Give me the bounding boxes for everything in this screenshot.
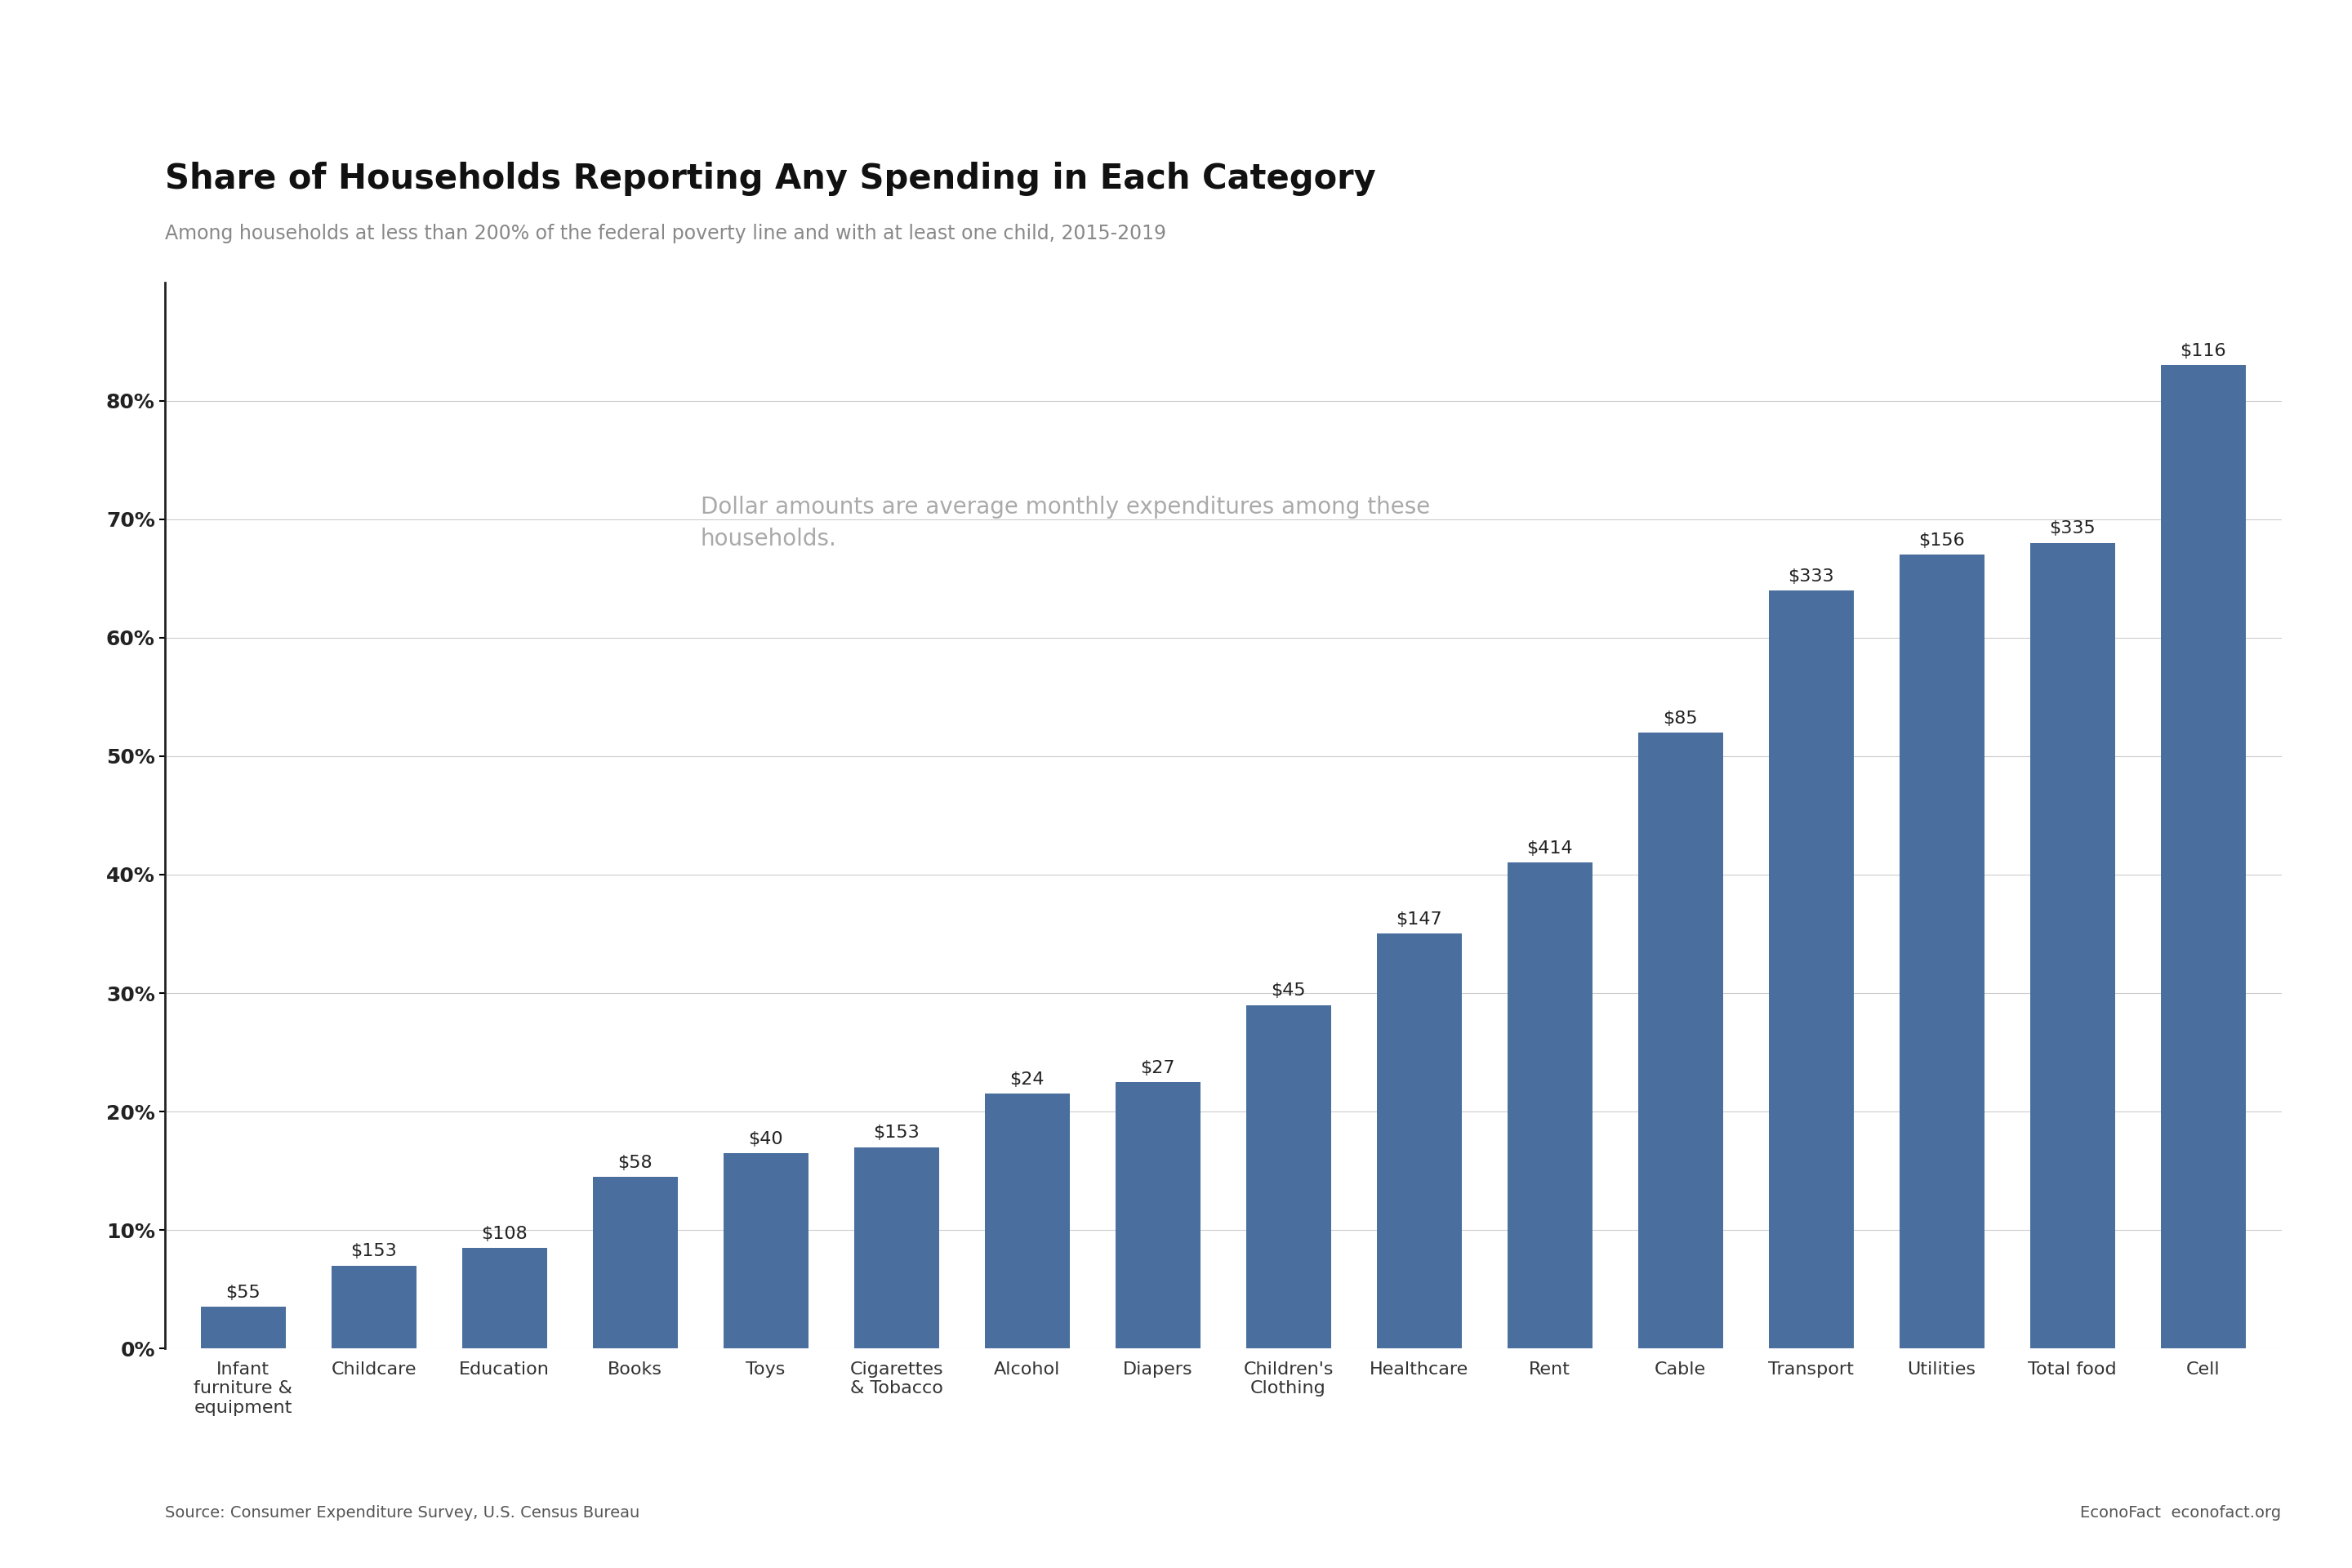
Bar [1247,1005,1331,1348]
Bar [1637,732,1722,1348]
Text: $55: $55 [226,1284,261,1301]
Text: $116: $116 [2180,343,2225,359]
Text: $58: $58 [619,1154,652,1171]
Text: $153: $153 [873,1124,920,1142]
Bar [461,1248,546,1348]
Bar [1508,862,1592,1348]
Bar [2161,365,2246,1348]
Bar [1769,590,1853,1348]
Text: Dollar amounts are average monthly expenditures among these
households.: Dollar amounts are average monthly expen… [701,495,1430,550]
Text: $153: $153 [350,1243,397,1259]
Bar [724,1152,809,1348]
Text: Among households at less than 200% of the federal poverty line and with at least: Among households at less than 200% of th… [165,224,1167,243]
Bar [200,1308,285,1348]
Bar [2030,543,2114,1348]
Text: $85: $85 [1663,710,1698,726]
Text: EconoFact  econofact.org: EconoFact econofact.org [2082,1505,2281,1521]
Text: $414: $414 [1526,840,1573,856]
Text: $147: $147 [1397,911,1442,928]
Bar [332,1265,416,1348]
Bar [854,1148,938,1348]
Text: $333: $333 [1788,568,1835,585]
Text: Share of Households Reporting Any Spending in Each Category: Share of Households Reporting Any Spendi… [165,162,1376,196]
Text: Source: Consumer Expenditure Survey, U.S. Census Bureau: Source: Consumer Expenditure Survey, U.S… [165,1505,640,1521]
Text: $24: $24 [1009,1071,1044,1088]
Text: $335: $335 [2049,521,2096,536]
Text: $45: $45 [1270,983,1305,999]
Text: $108: $108 [482,1226,527,1242]
Text: $40: $40 [748,1131,783,1148]
Bar [1900,555,1985,1348]
Bar [1115,1082,1200,1348]
Bar [1376,935,1461,1348]
Text: $156: $156 [1919,533,1964,549]
Bar [985,1094,1070,1348]
Text: $27: $27 [1141,1060,1176,1076]
Bar [593,1176,677,1348]
